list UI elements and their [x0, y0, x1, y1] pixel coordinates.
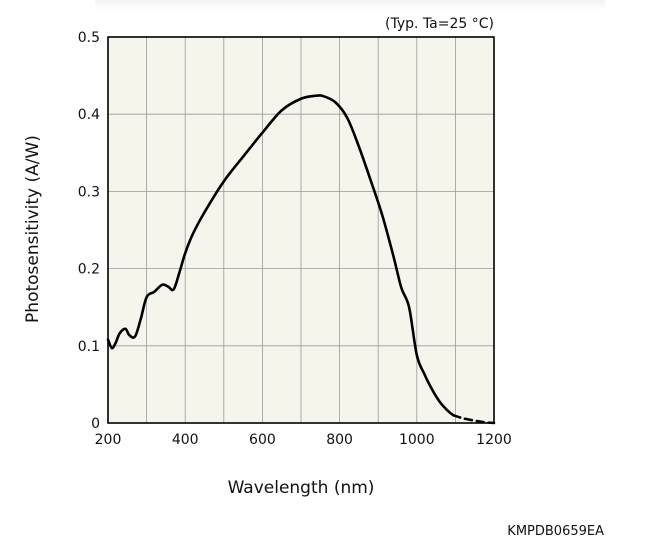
x-tick-label: 200	[95, 432, 122, 448]
y-tick-labels: 0 0.1 0.2 0.3 0.4 0.5	[78, 30, 100, 432]
plot-frame	[107, 36, 495, 424]
x-tick-label: 400	[172, 432, 199, 448]
y-tick-label: 0.3	[78, 184, 100, 200]
x-axis-title: Wavelength (nm)	[228, 478, 375, 498]
x-tick-label: 1200	[476, 432, 512, 448]
y-tick-label: 0.4	[78, 107, 100, 123]
y-tick-label: 0.2	[78, 262, 100, 278]
y-tick-label: 0.1	[78, 339, 100, 355]
y-tick-label: 0.5	[78, 30, 100, 46]
x-tick-label: 1000	[399, 432, 435, 448]
y-axis-title: Photosensitivity (A/W)	[23, 135, 43, 323]
x-tick-label: 800	[326, 432, 353, 448]
condition-note: (Typ. Ta=25 °C)	[385, 16, 494, 32]
x-tick-labels: 200 400 600 800 1000 1200	[95, 432, 512, 448]
top-shadow-band	[95, 0, 605, 10]
y-tick-label: 0	[91, 416, 100, 432]
series-line	[106, 94, 455, 417]
figure-code: KMPDB0659EA	[507, 524, 604, 539]
x-tick-label: 600	[249, 432, 276, 448]
